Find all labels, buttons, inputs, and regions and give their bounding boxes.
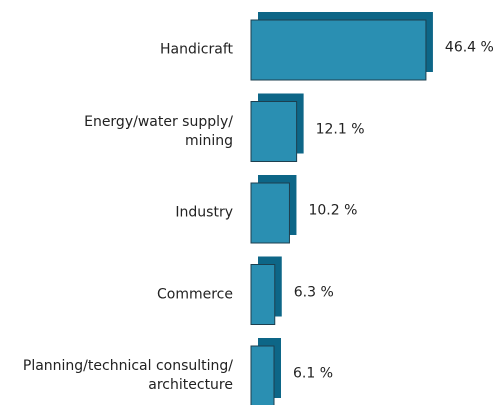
- value-label: 46.4 %: [444, 39, 494, 56]
- category-label: Industry: [175, 204, 233, 221]
- bar: [250, 101, 298, 162]
- category-label: Commerce: [157, 286, 233, 302]
- category-label: Handicraft: [160, 41, 233, 58]
- value-label: 6.1 %: [292, 365, 334, 382]
- category-label: Energy/water supply/ mining: [84, 113, 233, 149]
- value-label: 10.2 %: [308, 202, 358, 219]
- value-label: 6.3 %: [293, 284, 334, 300]
- bar: [250, 19, 427, 81]
- bar: [250, 264, 276, 325]
- value-label: 12.1 %: [315, 121, 365, 137]
- bar: [250, 182, 290, 244]
- category-label: Planning/technical consulting/ architect…: [22, 358, 233, 393]
- bar: [250, 345, 275, 405]
